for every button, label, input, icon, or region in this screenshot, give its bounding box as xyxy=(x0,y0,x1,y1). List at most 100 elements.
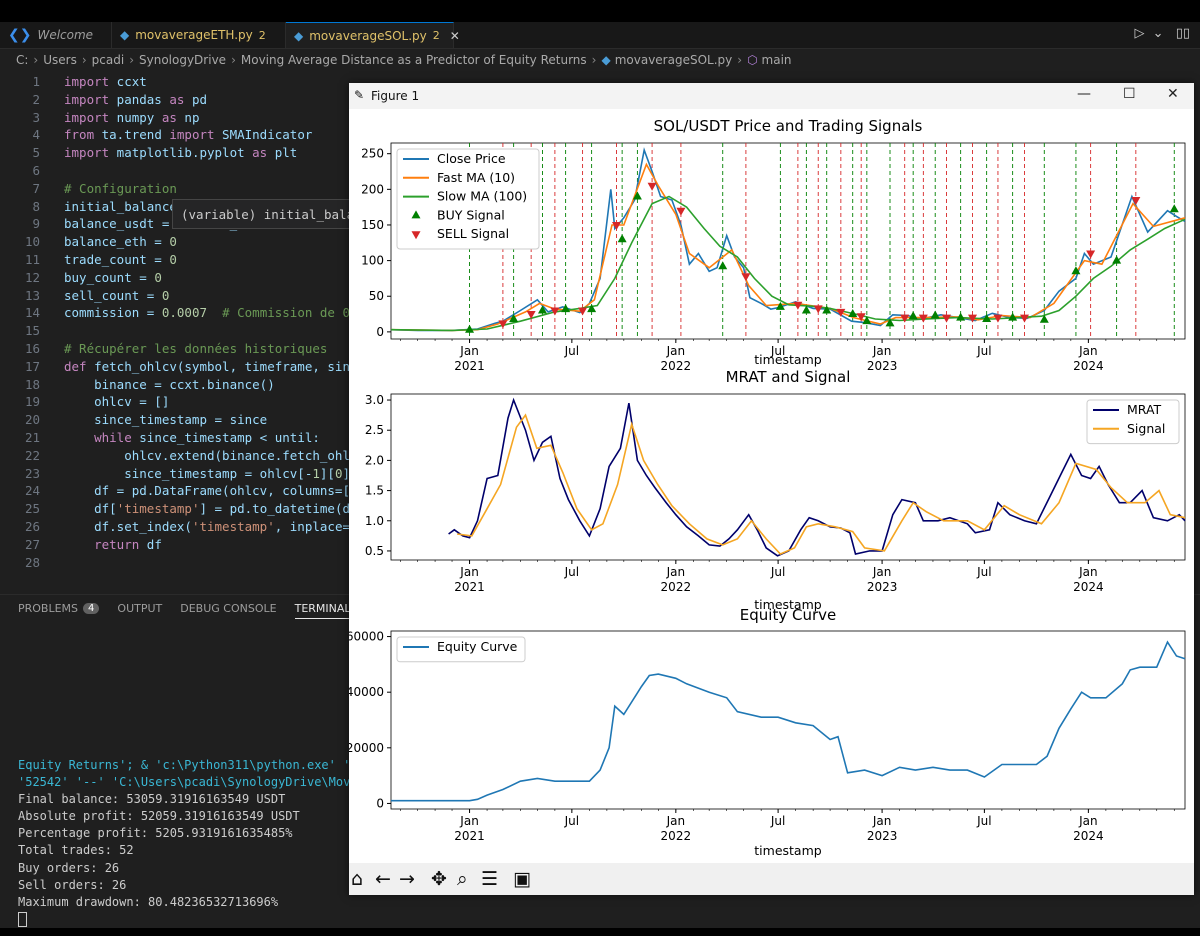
line-number: 19 xyxy=(24,394,40,410)
tab-terminal[interactable]: TERMINAL xyxy=(294,602,351,619)
x-tick-label: Jan xyxy=(459,814,479,828)
buy-marker xyxy=(848,309,858,318)
close-tab-icon[interactable]: ✕ xyxy=(449,28,460,43)
x-tick-label: Jan xyxy=(459,344,479,358)
legend-label: Slow MA (100) xyxy=(437,189,527,204)
breadcrumb-item[interactable]: SynologyDrive xyxy=(139,53,227,67)
breadcrumb-chevron-icon: › xyxy=(81,53,87,67)
configure-subplots-icon[interactable]: ☰ xyxy=(481,868,499,890)
breadcrumb-item[interactable]: Users xyxy=(43,53,77,67)
terminal-line: Sell orders: 26 xyxy=(18,877,127,892)
code-text: since_timestamp = since xyxy=(64,412,268,428)
sell-marker xyxy=(942,314,952,323)
tab-bar: ❮❯ Welcome ◆ movaverageETH.py 2 ◆ movave… xyxy=(0,22,1200,49)
sell-marker xyxy=(526,311,536,320)
code-line: 7 # Configuration xyxy=(0,180,176,198)
tab-problems[interactable]: PROBLEMS 4 xyxy=(18,602,100,615)
buy-marker xyxy=(718,261,728,270)
sell-marker xyxy=(836,308,846,317)
pan-icon[interactable]: ✥ xyxy=(431,868,447,890)
hover-tooltip: (variable) initial_balance xyxy=(172,199,362,229)
code-text: sell_count = 0 xyxy=(64,287,170,303)
code-text: def fetch_ohlcv(symbol, timeframe, since xyxy=(64,358,366,374)
sell-marker xyxy=(900,314,910,323)
code-line: 11 trade_count = 0 xyxy=(0,251,177,269)
code-line: 8 initial_balance xyxy=(0,198,177,216)
buy-marker xyxy=(617,234,627,243)
tab-movaverage-sol[interactable]: ◆ movaverageSOL.py 2 ✕ xyxy=(286,22,460,48)
breadcrumb: C: › Users › pcadi › SynologyDrive › Moving … xyxy=(0,49,1200,71)
buy-marker xyxy=(885,318,895,327)
chevron-down-icon[interactable]: ⌄ xyxy=(1152,26,1164,41)
x-tick-label: Jan xyxy=(666,565,686,579)
sell-marker xyxy=(1020,314,1030,323)
terminal-prompt[interactable] xyxy=(0,911,360,928)
tab-movaverage-eth[interactable]: ◆ movaverageETH.py 2 xyxy=(112,22,286,48)
code-line: 17 def fetch_ohlcv(symbol, timeframe, sin… xyxy=(0,358,365,376)
breadcrumb-chevron-icon: › xyxy=(129,53,134,67)
buy-marker xyxy=(930,310,940,319)
breadcrumb-item[interactable]: movaverageSOL.py xyxy=(614,53,733,67)
y-tick-label: 0 xyxy=(376,325,384,339)
code-text: initial_balance xyxy=(64,198,177,214)
line-number: 11 xyxy=(24,252,40,267)
top-black-bar xyxy=(0,0,1200,22)
sell-marker xyxy=(647,182,657,191)
buy-marker xyxy=(587,304,597,313)
y-tick-label: 100 xyxy=(361,254,384,268)
save-icon[interactable]: ▣ xyxy=(513,868,531,890)
code-line: 10 balance_eth = 0 xyxy=(0,233,177,251)
minimize-icon[interactable]: — xyxy=(1077,86,1091,102)
home-icon[interactable]: ⌂ xyxy=(351,868,364,890)
sell-marker xyxy=(550,307,560,316)
tab-welcome[interactable]: ❮❯ Welcome xyxy=(0,22,112,48)
x-tick-year-label: 2021 xyxy=(454,359,485,373)
x-tick-year-label: 2024 xyxy=(1073,580,1104,594)
legend-swatch xyxy=(411,231,421,240)
legend-label: Close Price xyxy=(437,151,506,166)
breadcrumb-item[interactable]: Moving Average Distance as a Predictor o… xyxy=(240,53,587,67)
code-line: 22 ohlcv.extend(binance.fetch_ohlcv xyxy=(0,447,365,465)
breadcrumb-item[interactable]: pcadi xyxy=(91,53,125,67)
breadcrumb-item[interactable]: C: xyxy=(16,53,29,67)
code-text: balance_eth = 0 xyxy=(64,234,177,250)
zoom-icon[interactable]: ⌕ xyxy=(457,868,468,890)
figure-toolbar: ⌂ ← → ✥ ⌕ ☰ ▣ xyxy=(349,863,1194,895)
terminal-output[interactable]: Equity Returns'; & 'c:\Python311\python.… xyxy=(0,757,360,928)
tab-output[interactable]: OUTPUT xyxy=(117,601,163,615)
y-tick-label: 150 xyxy=(361,218,384,232)
python-file-icon: ◆ xyxy=(601,53,611,67)
legend-box xyxy=(396,636,526,663)
code-text: since_timestamp = ohlcv[-1][0] + xyxy=(64,465,365,481)
forward-arrow-icon[interactable]: → xyxy=(399,868,415,890)
x-tick-label: Jul xyxy=(564,344,579,358)
legend-label: SELL Signal xyxy=(437,226,509,241)
code-text: df.set_index('timestamp', inplace=Tr xyxy=(64,519,366,534)
x-tick-label: Jul xyxy=(770,565,785,579)
code-line: 18 binance = ccxt.binance() xyxy=(0,376,275,394)
code-line: 21 while since_timestamp < until: xyxy=(0,429,320,447)
terminal-line: Final balance: 53059.31916163549 USDT xyxy=(18,792,286,807)
buy-marker xyxy=(1112,255,1122,264)
code-line: 3 import numpy as np xyxy=(0,109,199,127)
legend-label: BUY Signal xyxy=(437,207,505,222)
x-tick-year-label: 2021 xyxy=(454,829,485,843)
series-line-equity xyxy=(391,640,1186,802)
maximize-icon[interactable]: ☐ xyxy=(1123,86,1136,102)
split-editor-icon[interactable]: ▯▯ xyxy=(1175,26,1190,41)
breadcrumb-item[interactable]: main xyxy=(761,53,792,67)
line-number: 16 xyxy=(24,341,40,356)
line-number: 25 xyxy=(24,501,40,517)
line-number: 27 xyxy=(24,536,40,552)
run-icon[interactable]: ▷ xyxy=(1134,26,1145,41)
buy-marker xyxy=(1008,312,1018,321)
buy-marker xyxy=(537,305,547,314)
code-line: 15 xyxy=(0,322,64,340)
close-icon[interactable]: ✕ xyxy=(1167,86,1179,102)
back-arrow-icon[interactable]: ← xyxy=(375,868,391,890)
code-text: commission = 0.0007 # Commission de 0.0 xyxy=(64,305,366,321)
code-line: 1 import ccxt xyxy=(0,73,146,91)
code-text: import pandas as pd xyxy=(64,91,208,107)
tab-debug-console[interactable]: DEBUG CONSOLE xyxy=(180,601,277,615)
x-axis-label: timestamp xyxy=(754,352,821,367)
